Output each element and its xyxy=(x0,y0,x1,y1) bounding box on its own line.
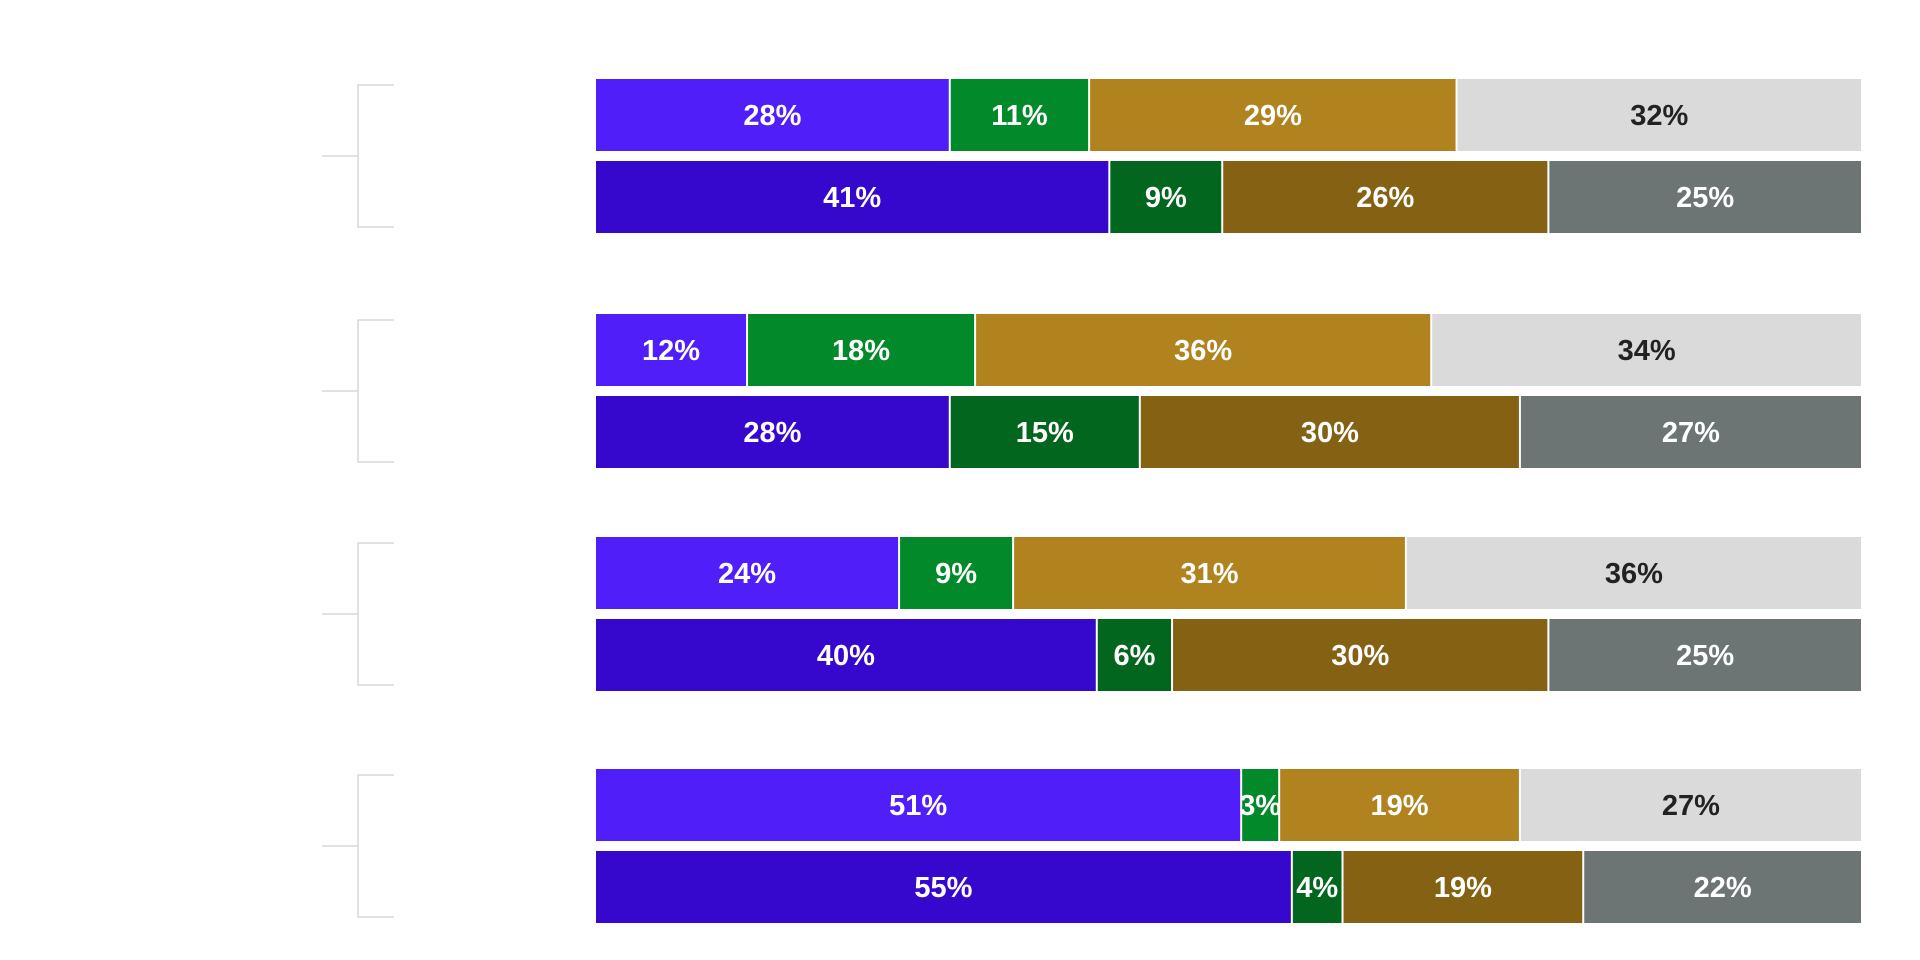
bar-value-label: 19% xyxy=(1434,872,1492,904)
bar-segment-dont-know xyxy=(1520,396,1861,468)
bar-segment-both xyxy=(1014,537,1405,609)
bar-segment-both xyxy=(1223,161,1548,233)
bar-value-label: 11% xyxy=(991,100,1048,132)
bar-value-label: 40% xyxy=(817,640,875,672)
bar-value-label: 41% xyxy=(823,182,881,214)
bar-value-label: 30% xyxy=(1331,640,1389,672)
bar-row-may-2021: 24% 9% 31% 36% xyxy=(596,537,1861,609)
bar-value-label: 30% xyxy=(1301,417,1359,449)
bar-segment-israelis xyxy=(596,314,747,386)
bar-value-label: 25% xyxy=(1676,640,1734,672)
bar-segment-palestinians xyxy=(1292,851,1342,923)
bar-segment-israelis xyxy=(596,161,1109,233)
group-bracket xyxy=(322,542,394,686)
bar-value-label: 25% xyxy=(1676,182,1734,214)
group-bracket xyxy=(322,319,394,463)
bar-segment-dont-know xyxy=(1457,79,1861,151)
bar-row-oct-2023: 28% 15% 30% 27% xyxy=(596,396,1861,468)
bar-value-label: 3% xyxy=(1239,790,1281,822)
bar-value-label: 18% xyxy=(832,335,890,367)
bar-segment-israelis xyxy=(596,79,949,151)
bar-value-label: 24% xyxy=(718,558,776,590)
group-republicans: 51% 3% 19% 27% 55% 4% 19% 22% xyxy=(322,769,1861,923)
bar-value-label: 51% xyxy=(889,790,947,822)
bar-segment-dont-know xyxy=(1584,851,1861,923)
bar-segment-both xyxy=(1090,79,1456,151)
bar-segment-both xyxy=(1173,619,1548,691)
bar-value-label: 19% xyxy=(1371,790,1429,822)
bar-value-label: 31% xyxy=(1180,558,1238,590)
bar-segment-dont-know xyxy=(1406,537,1861,609)
bar-segment-palestinians xyxy=(900,537,1013,609)
bar-segment-dont-know xyxy=(1549,161,1861,233)
bar-segment-dont-know xyxy=(1432,314,1861,386)
bar-segment-both xyxy=(1140,396,1519,468)
group-independents: 24% 9% 31% 36% 40% 6% 30% 25% xyxy=(322,537,1861,691)
group-bracket xyxy=(322,774,394,918)
bar-value-label: 27% xyxy=(1662,417,1720,449)
bar-row-oct-2023: 55% 4% 19% 22% xyxy=(596,851,1861,923)
bar-segment-israelis xyxy=(596,396,949,468)
group-bracket xyxy=(322,84,394,228)
bar-value-label: 4% xyxy=(1296,872,1338,904)
bar-segment-palestinians xyxy=(950,396,1139,468)
bar-segment-israelis xyxy=(596,851,1291,923)
bar-row-may-2021: 28% 11% 29% 32% xyxy=(596,79,1861,151)
bar-segment-palestinians xyxy=(1110,161,1222,233)
bar-value-label: 36% xyxy=(1174,335,1232,367)
bar-value-label: 9% xyxy=(1145,182,1187,214)
bar-value-label: 27% xyxy=(1662,790,1720,822)
group-democrats: 12% 18% 36% 34% 28% 15% 30% 27% xyxy=(322,314,1861,468)
bar-value-label: 12% xyxy=(642,335,700,367)
bar-segment-dont-know xyxy=(1520,769,1861,841)
bar-value-label: 32% xyxy=(1630,100,1688,132)
bar-value-label: 29% xyxy=(1244,100,1302,132)
bar-row-may-2021: 51% 3% 19% 27% xyxy=(596,769,1861,841)
bar-segment-palestinians xyxy=(950,79,1089,151)
chart-groups: 28% 11% 29% 32% 41% 9% 26% 25% 12% 18% 36% 34% 28% 15… xyxy=(322,79,1861,923)
bar-segment-israelis xyxy=(596,619,1096,691)
bar-segment-both xyxy=(976,314,1431,386)
bar-segment-palestinians xyxy=(748,314,975,386)
bar-value-label: 36% xyxy=(1605,558,1663,590)
bar-value-label: 9% xyxy=(935,558,977,590)
bar-value-label: 34% xyxy=(1618,335,1676,367)
bar-value-label: 55% xyxy=(914,872,972,904)
bar-segment-both xyxy=(1280,769,1519,841)
bar-value-label: 6% xyxy=(1113,640,1155,672)
bar-row-oct-2023: 41% 9% 26% 25% xyxy=(596,161,1861,233)
bar-segment-dont-know xyxy=(1549,619,1861,691)
bar-value-label: 26% xyxy=(1356,182,1414,214)
bar-row-oct-2023: 40% 6% 30% 25% xyxy=(596,619,1861,691)
bar-value-label: 28% xyxy=(743,417,801,449)
bar-segment-both xyxy=(1343,851,1583,923)
bar-segment-israelis xyxy=(596,769,1241,841)
bar-segment-israelis xyxy=(596,537,899,609)
group-all-u-s-voters: 28% 11% 29% 32% 41% 9% 26% 25% xyxy=(322,79,1861,233)
bar-value-label: 28% xyxy=(743,100,801,132)
bar-value-label: 22% xyxy=(1694,872,1752,904)
bar-value-label: 15% xyxy=(1016,417,1074,449)
bar-segment-palestinians xyxy=(1097,619,1172,691)
bar-segment-palestinians xyxy=(1242,769,1279,841)
bar-row-may-2021: 12% 18% 36% 34% xyxy=(596,314,1861,386)
